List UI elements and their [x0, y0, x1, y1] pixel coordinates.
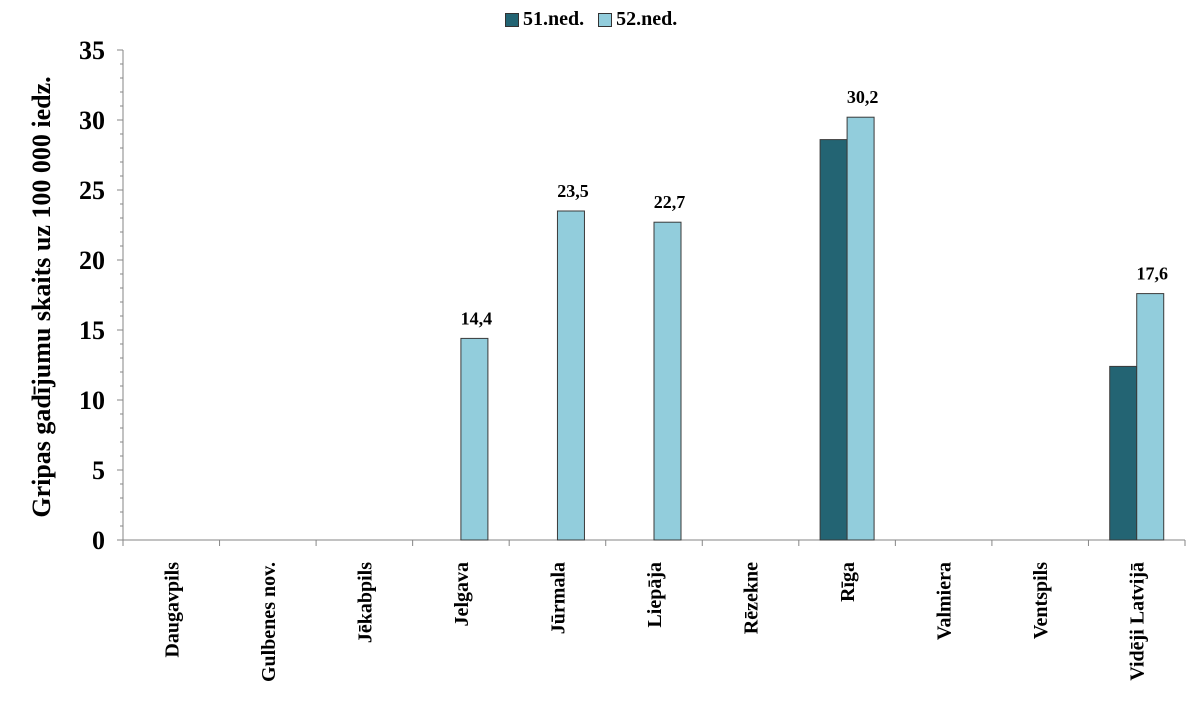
bar-51ned-10	[1109, 365, 1138, 541]
data-label: 14,4	[461, 308, 493, 328]
y-tick-label: 20	[79, 246, 105, 275]
data-label: 17,6	[1136, 264, 1168, 284]
bar-52ned-3	[460, 337, 489, 541]
y-tick-label: 35	[79, 36, 105, 65]
x-tick-label: Rīga	[837, 562, 859, 602]
x-tick-label: Vidēji Latvijā	[1127, 562, 1149, 681]
bar-51ned-7	[819, 139, 848, 541]
data-label: 22,7	[654, 192, 686, 212]
x-tick-label: Liepāja	[644, 562, 666, 628]
y-axis-title: Gripas gadījumu skaits uz 100 000 iedz.	[27, 76, 56, 517]
x-tick-label: Gulbenes nov.	[258, 562, 280, 682]
data-label: 30,2	[847, 87, 879, 107]
x-tick-label: Daugavpils	[161, 562, 183, 658]
chart-legend: 51.ned. 52.ned.	[505, 8, 691, 31]
legend-swatch-52	[598, 12, 613, 27]
legend-item-52: 52.ned.	[598, 8, 677, 31]
x-tick-label: Valmiera	[934, 562, 956, 640]
bar-52ned-5	[653, 221, 682, 541]
legend-label-51: 51.ned.	[523, 8, 585, 30]
x-tick-label: Jēkabpils	[354, 562, 376, 643]
bar-52ned-10	[1136, 293, 1165, 541]
y-tick-label: 25	[79, 176, 105, 205]
y-tick-label: 5	[92, 456, 105, 485]
x-tick-label: Jelgava	[451, 562, 473, 626]
y-tick-label: 30	[79, 106, 105, 135]
y-tick-label: 0	[92, 526, 105, 555]
x-tick-label: Jūrmala	[547, 562, 569, 634]
legend-label-52: 52.ned.	[616, 8, 678, 30]
y-tick-label: 10	[79, 386, 105, 415]
data-label: 23,5	[557, 181, 589, 201]
bar-52ned-7	[846, 116, 875, 541]
legend-swatch-51	[505, 12, 519, 27]
legend-item-51: 51.ned.	[505, 8, 584, 31]
bar-52ned-4	[556, 210, 585, 541]
x-tick-label: Ventspils	[1030, 562, 1052, 639]
y-tick-label: 15	[79, 316, 105, 345]
x-tick-label: Rēzekne	[741, 562, 763, 634]
